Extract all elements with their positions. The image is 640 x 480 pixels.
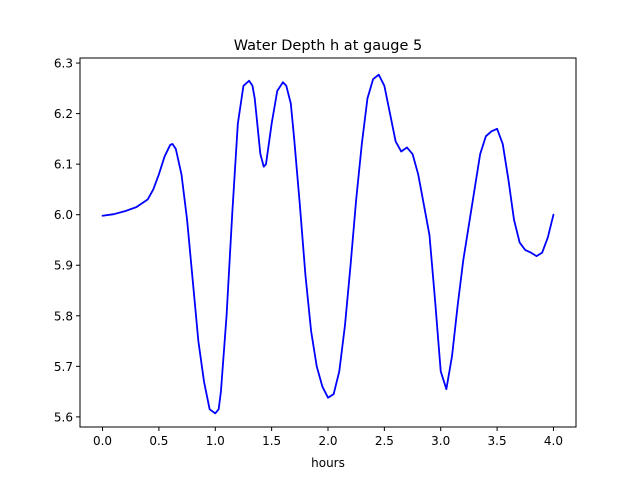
chart-title: Water Depth h at gauge 5 [234, 38, 422, 54]
x-axis-label: hours [311, 456, 345, 470]
x-tick-label: 0.0 [93, 434, 112, 448]
y-tick-label: 5.7 [54, 360, 73, 374]
series-line [101, 73, 555, 415]
x-tick-label: 1.0 [206, 434, 225, 448]
x-tick-label: 4.0 [544, 434, 563, 448]
y-tick-label: 5.8 [54, 309, 73, 323]
x-tick-label: 1.5 [262, 434, 281, 448]
x-tick-label: 0.5 [149, 434, 168, 448]
y-tick-label: 5.9 [54, 259, 73, 273]
plot-area: 0.0 0.5 1.0 1.5 2.0 2.5 3.0 3.5 4.0 5.6 5.7 5.8 5.9 6… [54, 57, 577, 448]
y-tick-label: 5.6 [54, 410, 73, 424]
x-tick-label: 3.5 [488, 434, 507, 448]
x-tick-label: 2.5 [375, 434, 394, 448]
y-tick-label: 6.2 [54, 107, 73, 121]
x-tick-label: 3.0 [431, 434, 450, 448]
y-tick-label: 6.1 [54, 158, 73, 172]
x-tick-label: 2.0 [318, 434, 337, 448]
y-tick-label: 6.0 [54, 208, 73, 222]
y-tick-label: 6.3 [54, 57, 73, 71]
